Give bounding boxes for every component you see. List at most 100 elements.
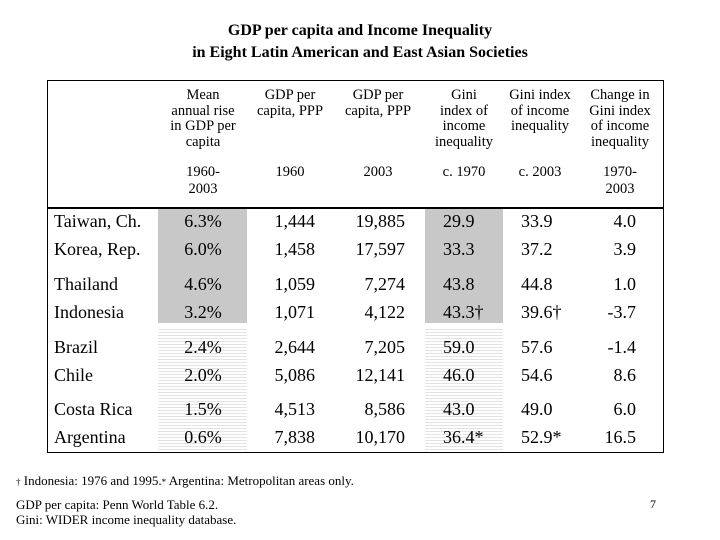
column-period-line: 1970- [603,164,637,180]
dagger-symbol: † [16,477,21,487]
column-header-line: Gini index [509,87,571,103]
column-header-line: Change in [590,87,650,103]
column-header-6: Change in Gini index of income inequality [578,87,662,150]
table-cell: 43.8 [443,274,475,294]
column-period-line: 1960- [186,164,220,180]
table-cell: 43.3† [443,302,484,322]
column-header-line: Gini index [589,102,651,119]
table-cell: 2.4% [184,337,222,357]
column-period-6: 1970- 2003 [578,164,662,198]
table-cell: 37.2 [521,239,553,259]
hatch-gini-latin-america [425,329,503,452]
table-cell: 10,170 [355,427,406,447]
column-period-line: c. 1970 [442,164,486,180]
table-cell: 7,205 [364,337,406,357]
table-cell: 8.6 [613,365,637,385]
column-header-line: capita [185,133,221,150]
column-header-line: in GDP per [170,118,236,134]
table-cell: 6.0 [613,399,637,419]
table-cell: 19,885 [355,211,406,231]
table-cell: 16.5 [604,427,637,447]
footnote-argentina: Argentina: Metropolitan areas only. [166,473,354,488]
table-cell: 2,644 [274,337,316,357]
table-cell: 1.0 [613,274,637,294]
country-name: Chile [54,365,93,385]
column-period-line: 2003 [605,181,635,197]
table-cell: 44.8 [521,274,553,294]
footnote-indonesia: Indonesia: 1976 and 1995. [20,473,162,488]
table-cell: 1.5% [184,399,222,419]
table-cell: 52.9* [521,427,562,447]
column-period-2: 1960 [248,164,332,181]
column-header-line: capita, PPP [256,102,324,119]
column-header-3: GDP per capita, PPP [336,87,420,119]
country-name: Taiwan, Ch. [54,211,142,231]
hatch-growth-latin-america [158,329,247,452]
table-cell: 4,513 [274,399,316,419]
table-cell: 33.9 [521,211,553,231]
chart-title-line-2: in Eight Latin American and East Asian S… [192,44,528,61]
column-header-line: inequality [591,133,649,150]
column-header-line: Mean [186,87,220,103]
table-cell: -3.7 [607,302,637,322]
table-cell: 0.6% [184,427,222,447]
column-period-line: c. 2003 [518,164,562,180]
shade-growth-east-asia [158,209,247,323]
table-cell: 39.6† [521,302,562,322]
table-cell: 49.0 [521,399,553,419]
column-header-line: index of [440,102,488,119]
source-gdp: GDP per capita: Penn World Table 6.2. [16,497,219,512]
table-cell: 33.3 [443,239,475,259]
column-header-line: inequality [511,118,569,134]
country-name: Indonesia [54,302,124,322]
table-cell: 4.0 [613,211,637,231]
table-cell: 57.6 [521,337,553,357]
table-cell: 6.0% [184,239,222,259]
star-symbol: * [161,477,167,487]
column-header-line: income [442,118,486,134]
country-name: Korea, Rep. [54,239,141,259]
page-number: 7 [650,497,656,511]
table-cell: 8,586 [364,399,406,419]
country-name: Thailand [54,274,118,294]
country-name: Brazil [54,337,98,357]
table-cell: 17,597 [355,239,406,259]
table-cell: 7,838 [274,427,316,447]
shade-gini-east-asia [425,209,503,323]
table-cell: 3.2% [184,302,222,322]
column-header-line: inequality [435,133,493,150]
table-cell: 46.0 [443,365,475,385]
column-header-line: of income [590,118,650,134]
column-period-line: 2003 [363,164,393,180]
table-cell: 1,444 [274,211,316,231]
column-header-line: GDP per [264,87,316,103]
header-separator [48,207,663,209]
table-cell: 1,458 [274,239,316,259]
table-cell: -1.4 [607,337,637,357]
column-period-line: 1960 [275,164,305,180]
table-cell: 6.3% [184,211,222,231]
table-cell: 1,071 [274,302,316,322]
table-cell: 36.4* [443,427,484,447]
table-cell: 5,086 [274,365,316,385]
column-header-line: Gini [451,87,477,103]
table-cell: 7,274 [364,274,406,294]
table-cell: 2.0% [184,365,222,385]
source-gini: Gini: WIDER income inequality database. [16,512,237,527]
column-header-line: GDP per [352,87,404,103]
country-name: Costa Rica [54,399,133,419]
column-period-5: c. 2003 [500,164,580,181]
table-cell: 59.0 [443,337,475,357]
column-period-4: c. 1970 [422,164,506,181]
column-header-4: Gini index of income inequality [422,87,506,150]
footnote-line: † Indonesia: 1976 and 1995.* Argentina: … [16,473,354,490]
country-name: Argentina [54,427,126,447]
table-cell: 29.9 [443,211,475,231]
table-cell: 1,059 [274,274,316,294]
table-cell: 12,141 [355,365,406,385]
column-header-5: Gini index of income inequality [500,87,580,135]
table-cell: 54.6 [521,365,553,385]
column-header-1: Mean annual rise in GDP per capita [155,87,251,150]
table-cell: 4,122 [364,302,406,322]
column-period-1: 1960- 2003 [155,164,251,198]
